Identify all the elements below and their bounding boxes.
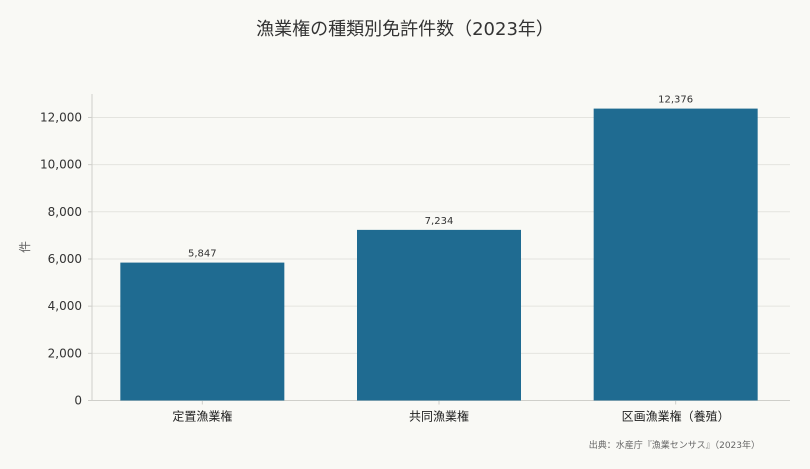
x-tick-label: 共同漁業権 — [409, 409, 469, 424]
y-tick-label: 0 — [74, 394, 82, 408]
x-tick-label: 定置漁業権 — [172, 409, 232, 424]
y-tick-label: 6,000 — [48, 252, 82, 266]
chart-title: 漁業権の種類別免許件数（2023年） — [256, 19, 554, 40]
bar — [593, 108, 758, 401]
bar-value-label: 7,234 — [425, 216, 454, 227]
y-tick-label: 8,000 — [48, 205, 82, 219]
bar-value-label: 5,847 — [188, 249, 217, 260]
y-tick-label: 10,000 — [40, 158, 82, 172]
bars: 5,847 7,234 12,376 — [120, 95, 758, 401]
y-tick-label: 4,000 — [48, 299, 82, 313]
bar — [357, 229, 521, 401]
x-axis-ticks: 定置漁業権 共同漁業権 区画漁業権（養殖） — [172, 400, 730, 424]
source-note: 出典：水産庁『漁業センサス』（2023年） — [589, 439, 760, 451]
y-axis-label: 件 — [18, 241, 32, 253]
bar-value-label: 12,376 — [658, 95, 693, 106]
bar — [120, 262, 285, 401]
y-axis-ticks: 0 2,000 4,000 6,000 8,000 10,000 12,000 — [40, 110, 92, 408]
y-tick-label: 12,000 — [40, 110, 82, 124]
y-tick-label: 2,000 — [48, 346, 82, 360]
x-tick-label: 区画漁業権（養殖） — [622, 409, 730, 424]
